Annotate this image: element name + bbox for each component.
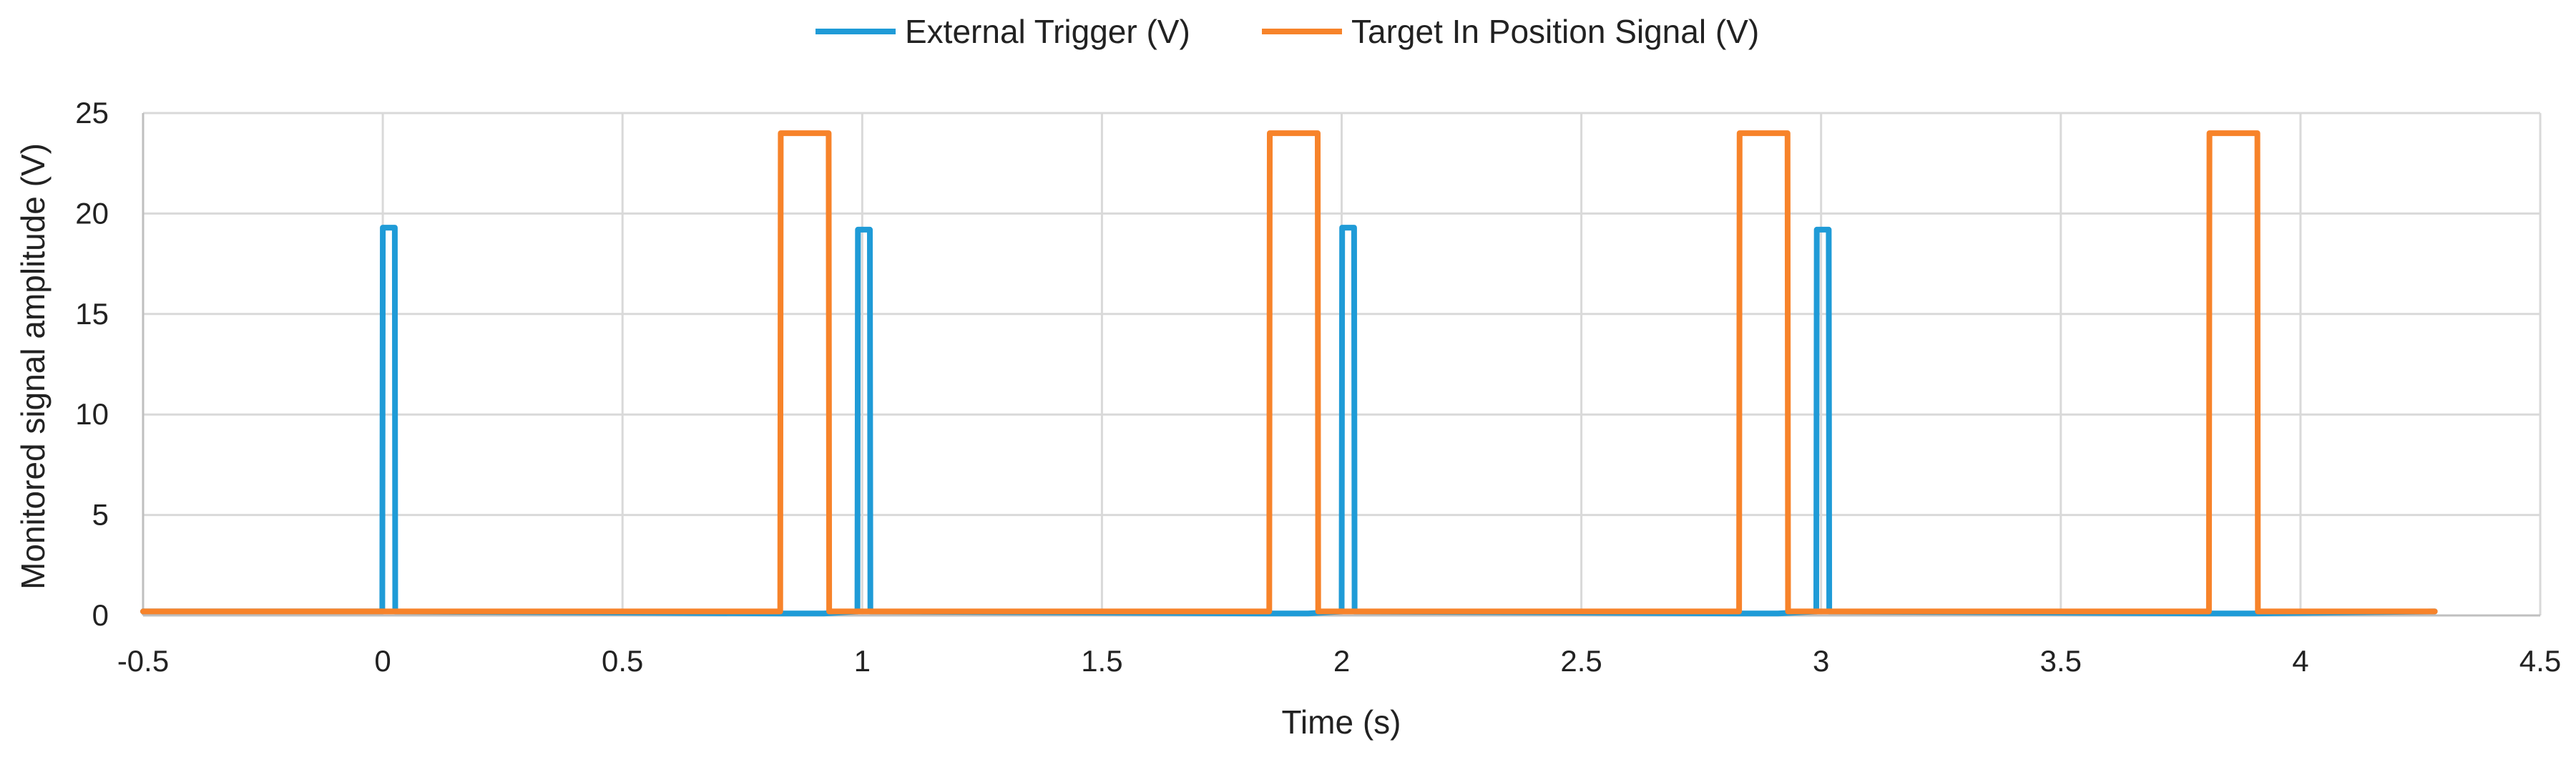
series-line-external-trigger	[140, 225, 2438, 617]
y-tick-label: 0	[92, 598, 109, 632]
x-tick-label: 4.5	[2519, 644, 2561, 678]
x-tick-label: 3	[1813, 644, 1829, 678]
y-tick-label: 20	[75, 196, 109, 230]
x-tick-label: 0	[374, 644, 391, 678]
y-axis-title: Monitored signal amplitude (V)	[14, 143, 52, 590]
x-tick-label: 3.5	[2040, 644, 2082, 678]
x-axis-title: Time (s)	[1282, 703, 1401, 741]
x-tick-label: 1	[854, 644, 871, 678]
x-tick-label: 0.5	[602, 644, 643, 678]
legend-label-external-trigger: External Trigger (V)	[905, 13, 1190, 50]
legend: External Trigger (V) Target In Position …	[816, 13, 1759, 50]
y-tick-label: 25	[75, 96, 109, 130]
y-tick-label: 15	[75, 297, 109, 331]
series-line-target-in-position	[140, 130, 2438, 615]
y-tick-label: 5	[92, 498, 109, 532]
y-tick-label: 10	[75, 397, 109, 431]
series-layer	[140, 130, 2438, 617]
legend-label-target-in-position: Target In Position Signal (V)	[1351, 13, 1759, 50]
x-tick-label: 2.5	[1560, 644, 1602, 678]
x-tick-label: -0.5	[117, 644, 169, 678]
x-tick-label: 1.5	[1081, 644, 1122, 678]
x-tick-label: 2	[1333, 644, 1350, 678]
x-tick-label: 4	[2292, 644, 2308, 678]
